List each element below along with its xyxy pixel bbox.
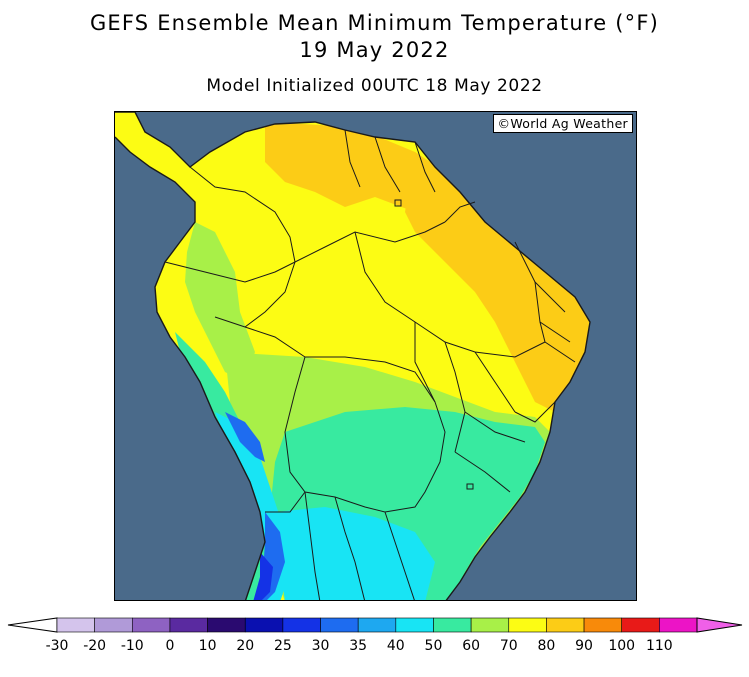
colorbar-tick-label: 35 <box>349 638 368 654</box>
colorbar-swatch <box>583 617 623 633</box>
colorbar-tick-label: 80 <box>537 638 556 654</box>
colorbar-labels: -30 -20 -10 0 10 20 25 30 35 40 50 60 70 80 90 100 110 <box>0 638 749 658</box>
colorbar-tick-label: 30 <box>311 638 330 654</box>
lakes <box>394 199 474 490</box>
colorbar-swatch <box>508 617 547 633</box>
map-canvas <box>115 112 636 600</box>
colorbar-tick-label: 100 <box>608 638 636 654</box>
colorbar-swatch <box>131 617 171 633</box>
chart-title: GEFS Ensemble Mean Minimum Temperature (… <box>89 11 660 35</box>
colorbar-swatch <box>94 617 133 633</box>
colorbar-tick-label: -10 <box>120 638 144 654</box>
colorbar-tick-label: 10 <box>198 638 217 654</box>
chart-date: 19 May 2022 <box>299 38 450 62</box>
colorbar-swatch <box>546 617 585 633</box>
colorbar-tick-label: 90 <box>575 638 593 654</box>
colorbar-tick-label: 50 <box>424 638 443 654</box>
colorbar-tick-label: 40 <box>386 638 405 654</box>
colorbar-swatch <box>320 617 359 633</box>
colorbar-swatch <box>659 617 698 633</box>
colorbar-tick-label: 110 <box>645 638 673 654</box>
colorbar <box>7 617 743 633</box>
temperature-map: ©World Ag Weather <box>114 111 637 601</box>
colorbar-tick-label: 20 <box>236 638 255 654</box>
colorbar-swatch <box>207 617 246 633</box>
country-borders <box>164 129 576 600</box>
colorbar-swatch <box>56 617 95 633</box>
colorbar-swatch <box>282 617 321 633</box>
colorbar-tick-label: 60 <box>462 638 481 654</box>
colorbar-high-arrow <box>696 617 743 633</box>
colorbar-swatch <box>395 617 434 633</box>
colorbar-low-arrow <box>7 617 58 633</box>
colorbar-swatch <box>357 617 397 633</box>
colorbar-tick-label: 70 <box>499 638 518 654</box>
colorbar-tick-label: -30 <box>45 638 69 654</box>
model-init-subtitle: Model Initialized 00UTC 18 May 2022 <box>206 76 543 96</box>
credit-label: ©World Ag Weather <box>492 114 633 133</box>
colorbar-swatch <box>169 617 208 633</box>
colorbar-swatch <box>244 617 284 633</box>
colorbar-tick-label: -20 <box>83 638 107 654</box>
colorbar-tick-label: 0 <box>165 638 175 654</box>
colorbar-swatch <box>470 617 510 633</box>
colorbar-swatch <box>433 617 472 633</box>
colorbar-swatch <box>621 617 660 633</box>
colorbar-tick-label: 25 <box>273 638 292 654</box>
coastline <box>115 112 591 600</box>
